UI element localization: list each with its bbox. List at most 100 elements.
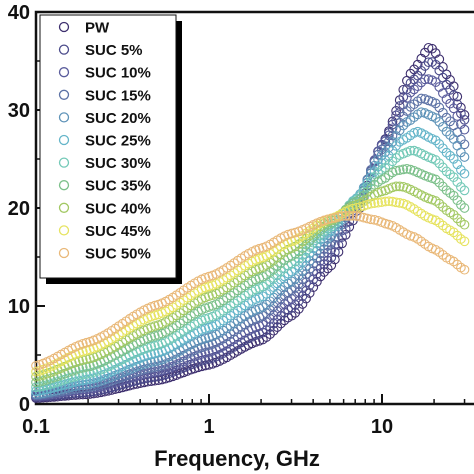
legend-marker [58, 247, 70, 259]
data-point [405, 87, 416, 98]
data-point [70, 371, 81, 382]
data-point [355, 211, 365, 222]
x-tick-label: 1 [203, 416, 214, 438]
legend-marker [58, 44, 70, 55]
data-point [333, 212, 344, 222]
legend-label: SUC 45% [85, 223, 151, 240]
legend-marker [58, 112, 70, 123]
data-point [200, 333, 211, 344]
x-tick-label: 10 [371, 416, 393, 438]
data-point [459, 219, 470, 230]
data-point [430, 155, 441, 165]
data-point [326, 252, 337, 263]
data-point [387, 182, 398, 193]
data-point [416, 107, 427, 118]
data-point [387, 156, 398, 167]
y-tick-label: 30 [8, 100, 30, 122]
data-point [272, 322, 283, 332]
data-point [441, 112, 452, 123]
legend-label: SUC 35% [85, 178, 151, 195]
data-point [438, 181, 448, 192]
data-point [344, 210, 355, 221]
data-point [409, 99, 419, 110]
data-point [67, 382, 77, 392]
data-point [434, 117, 445, 127]
legend-label: SUC 5% [85, 42, 143, 59]
x-axis-title: Frequency, GHz [154, 446, 320, 471]
data-point [31, 382, 41, 393]
data-point [149, 300, 160, 311]
data-point [139, 369, 149, 379]
data-point [459, 124, 470, 135]
data-point [304, 256, 315, 266]
data-point [394, 181, 405, 192]
data-point [142, 368, 153, 379]
data-point [319, 244, 329, 255]
data-point [373, 149, 383, 160]
data-point [441, 126, 452, 137]
data-point [286, 228, 297, 239]
legend-label: SUC 50% [85, 246, 151, 263]
data-point [420, 74, 430, 85]
legend-marker [58, 157, 70, 168]
data-point [445, 150, 455, 161]
data-point [394, 198, 405, 208]
y-tick-label: 10 [8, 296, 30, 318]
data-point [41, 384, 52, 395]
legend-label: SUC 30% [85, 155, 151, 172]
data-point [322, 214, 333, 225]
data-point [380, 218, 391, 229]
data-point [337, 211, 347, 221]
legend-label: SUC 25% [85, 133, 151, 150]
data-point [430, 77, 441, 87]
data-point [391, 165, 401, 176]
data-point [456, 182, 466, 192]
data-point [398, 84, 409, 95]
data-point [456, 119, 466, 129]
data-point [452, 111, 463, 121]
data-point [373, 197, 383, 208]
data-point [448, 103, 459, 114]
data-point [391, 197, 401, 208]
data-point [441, 147, 452, 158]
data-point [459, 236, 470, 247]
data-point [376, 197, 387, 207]
data-point [441, 79, 452, 90]
data-point [376, 186, 387, 197]
y-tick-label: 20 [8, 198, 30, 220]
data-point [376, 150, 387, 161]
data-points [31, 42, 470, 403]
data-point [81, 337, 92, 348]
data-point [430, 135, 441, 146]
data-point [459, 139, 470, 150]
data-point [261, 325, 272, 335]
data-point [380, 196, 391, 207]
legend-marker [58, 67, 70, 78]
data-point [135, 370, 146, 380]
data-point [456, 199, 466, 210]
data-point [366, 176, 376, 187]
data-point [358, 212, 369, 223]
data-point [146, 341, 157, 352]
data-point [459, 203, 470, 213]
data-point [196, 355, 207, 366]
data-point [409, 84, 419, 95]
data-point [373, 161, 383, 172]
data-point [452, 159, 463, 170]
data-point [149, 340, 160, 351]
data-point [268, 325, 279, 336]
data-point [297, 236, 308, 247]
data-point [398, 164, 409, 175]
data-point [434, 198, 445, 209]
data-point [448, 90, 459, 101]
data-point [459, 168, 470, 179]
data-point [438, 202, 448, 212]
data-point [31, 360, 41, 371]
data-point [459, 264, 470, 275]
data-point [348, 210, 358, 221]
data-point [149, 310, 160, 321]
data-point [459, 185, 470, 196]
data-point [362, 213, 373, 224]
data-point [330, 212, 340, 223]
legend-label: SUC 15% [85, 87, 151, 104]
